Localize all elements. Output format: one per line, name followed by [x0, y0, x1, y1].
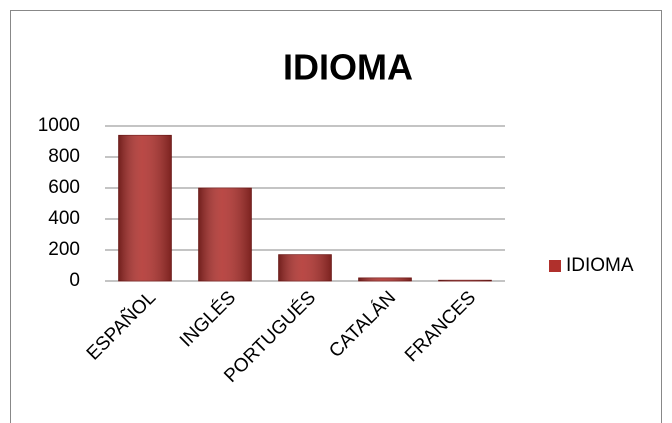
bar-shade — [438, 280, 492, 281]
y-tick-label: 600 — [48, 177, 80, 198]
bar-shade — [198, 188, 252, 281]
y-tick-label: 0 — [69, 270, 80, 291]
y-tick-label: 200 — [48, 239, 80, 260]
y-tick-label: 1000 — [38, 115, 80, 136]
bar-shade — [278, 254, 332, 281]
chart-title: IDIOMA — [283, 47, 413, 88]
bar-shade — [358, 277, 412, 281]
bar-shade — [118, 135, 172, 281]
legend-label: IDIOMA — [566, 255, 634, 276]
y-tick-label: 400 — [48, 208, 80, 229]
legend-marker — [549, 260, 561, 272]
y-tick-label: 800 — [48, 146, 80, 167]
